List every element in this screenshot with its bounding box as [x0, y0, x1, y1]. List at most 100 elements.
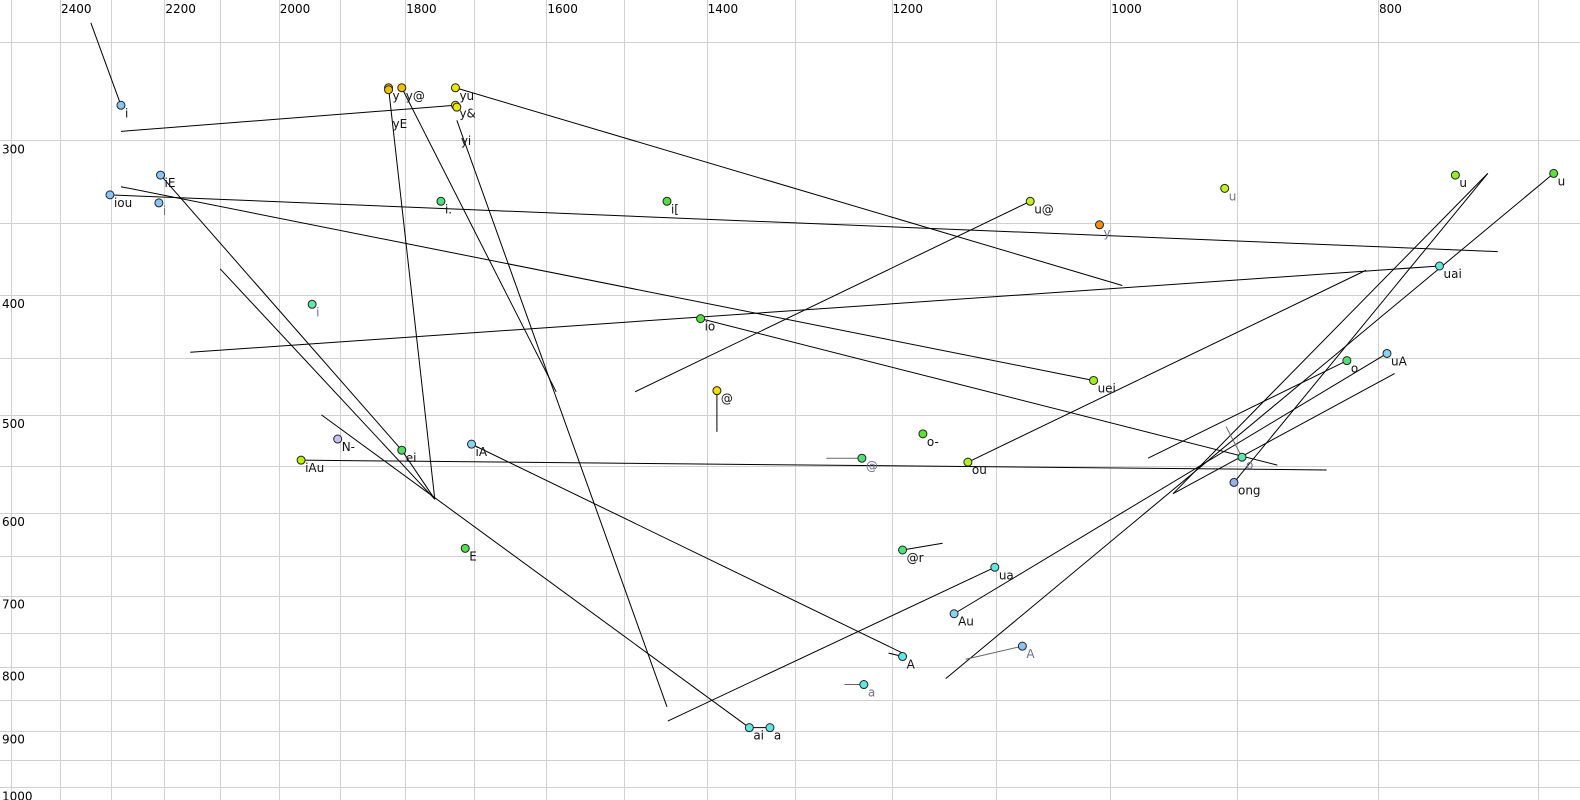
point-label: iAu: [305, 461, 324, 475]
y-tick-label: 400: [2, 297, 25, 311]
trajectory-line: [667, 566, 996, 722]
vowel-point: ou: [963, 457, 987, 477]
point-label: u: [1459, 176, 1467, 190]
x-tick-label: 2400: [61, 2, 92, 16]
point-marker: [1025, 196, 1035, 206]
point-label: @: [866, 459, 878, 473]
trajectory-line: [120, 186, 1094, 381]
point-label: i: [125, 106, 128, 120]
point-marker: [859, 680, 869, 690]
point-label: @r: [907, 551, 924, 565]
point-label: io: [705, 320, 716, 334]
point-label: ong: [1238, 483, 1261, 497]
point-label: uai: [1443, 267, 1461, 281]
x-tick-label: 1000: [1111, 2, 1142, 16]
point-marker: [296, 455, 306, 465]
x-tick-label: 1600: [547, 2, 578, 16]
point-marker: [898, 652, 908, 662]
trajectory-line: [700, 318, 1278, 466]
point-marker: [744, 723, 754, 733]
point-label: u: [1558, 174, 1566, 188]
point-marker: [1017, 641, 1027, 651]
vowel-point: uA: [1382, 348, 1408, 368]
trajectory-line: [219, 268, 436, 500]
point-label: A: [907, 658, 916, 672]
point-label: yu: [459, 89, 474, 103]
point-marker: [949, 609, 959, 619]
trajectory-line: [1172, 173, 1489, 495]
trajectory-line: [455, 87, 1123, 286]
vowel-point: y@: [397, 83, 425, 103]
trajectory-line: [456, 120, 668, 708]
vowel-point: Au: [949, 609, 974, 629]
trajectory-line: [1172, 373, 1395, 495]
vowel-point: @: [857, 453, 878, 473]
trajectory-line: [1147, 360, 1348, 459]
vowel-point: yi: [452, 102, 471, 148]
point-marker: [1450, 170, 1460, 180]
point-label: o: [1246, 458, 1253, 472]
vowel-point: @r: [898, 545, 924, 565]
trajectory-line: [109, 194, 1498, 253]
point-marker: [1342, 356, 1352, 366]
vowel-point: u: [1220, 183, 1237, 203]
trajectory-line: [1225, 426, 1243, 458]
point-marker: [452, 102, 462, 112]
point-label: iA: [476, 445, 488, 459]
point-label: i: [316, 305, 319, 319]
trajectory-line: [321, 414, 750, 729]
vowel-point: u: [1450, 170, 1467, 190]
vowel-point: ai: [744, 723, 764, 743]
vowel-point: a: [765, 723, 781, 743]
trajectory-line: [965, 645, 1023, 660]
trajectory-line: [401, 87, 557, 393]
vowel-point: i: [154, 198, 166, 218]
point-label: iou: [114, 196, 132, 210]
vowel-point: ong: [1229, 477, 1261, 497]
point-marker: [1229, 477, 1239, 487]
y-tick-label: 1000: [2, 789, 33, 800]
trajectory-line: [160, 174, 403, 451]
point-label: @: [721, 392, 733, 406]
vowel-point: o: [1342, 356, 1358, 376]
point-marker: [384, 85, 394, 95]
point-label: iE: [165, 176, 176, 190]
y-tick-label: 500: [2, 417, 25, 431]
point-label: a: [868, 686, 875, 700]
vowel-point: ei: [397, 445, 417, 465]
trajectory-line: [471, 443, 903, 654]
trajectory-line: [120, 104, 456, 132]
vowel-point: A: [1017, 641, 1035, 661]
point-label: u: [1229, 189, 1237, 203]
point-label: i: [163, 204, 166, 218]
vowel-point: ua: [990, 562, 1014, 582]
vowel-point: uai: [1434, 261, 1462, 281]
point-marker: [696, 314, 706, 324]
trajectory-line: [1233, 173, 1489, 483]
point-marker: [397, 445, 407, 455]
point-marker: [397, 83, 407, 93]
vowel-point: yu: [450, 83, 474, 103]
point-label: yi: [461, 134, 471, 148]
point-label: ai: [753, 729, 764, 743]
x-tick-label: 1400: [708, 2, 739, 16]
x-tick-label: 2200: [165, 2, 196, 16]
trajectory-line: [945, 173, 1554, 680]
point-label: yE: [393, 117, 408, 131]
point-marker: [990, 562, 1000, 572]
y-tick-label: 700: [2, 598, 25, 612]
point-marker: [662, 196, 672, 206]
point-marker: [1094, 220, 1104, 230]
vowel-point: i[: [662, 196, 679, 216]
point-label: ei: [406, 451, 417, 465]
vowel-point: E: [460, 543, 477, 563]
point-marker: [333, 434, 343, 444]
trajectory-line: [634, 200, 1031, 393]
point-label: E: [469, 549, 477, 563]
axis-ticks: 2400 2200 2000 1800 1600 1400 1200 1000 800 300 40…: [2, 2, 1402, 800]
point-marker: [918, 429, 928, 439]
point-marker: [1089, 375, 1099, 385]
point-marker: [307, 299, 317, 309]
